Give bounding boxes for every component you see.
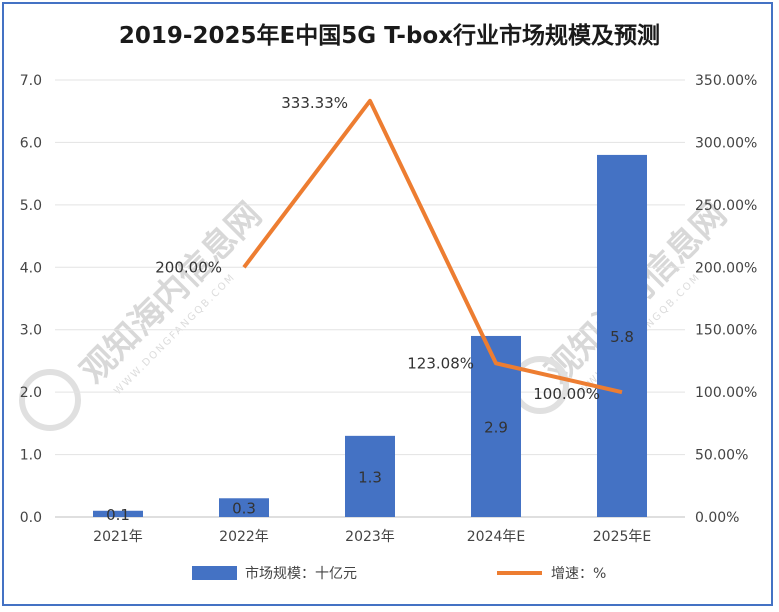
y-right-tick-label: 0.00% [695,510,739,526]
bar-data-label: 0.3 [232,500,256,518]
chart-title: 2019-2025年E中国5G T-box行业市场规模及预测 [118,23,661,49]
x-category-label: 2024年E [467,529,525,545]
y-right-tick-label: 50.00% [695,448,748,464]
bar-data-label: 5.8 [610,328,634,346]
growth-line [242,98,623,395]
bar-2021年 [93,510,143,517]
line-data-label: 100.00% [533,385,600,403]
legend-label-line: 增速：% [551,566,606,582]
watermark-text-left: 观知海内信息网 [73,195,270,392]
legend-label-bar: 市场规模：十亿元 [245,565,357,582]
y-right-tick-label: 100.00% [695,385,757,401]
watermark-logo-left [19,369,81,431]
y-right-tick-label: 150.00% [695,323,757,339]
y-left-tick-label: 1.0 [20,448,42,464]
y-left-tick-label: 0.0 [20,510,42,526]
x-category-label: 2022年 [219,529,269,545]
bar-data-label: 2.9 [484,418,508,436]
y-right-tick-label: 200.00% [695,260,757,276]
y-right-tick-label: 250.00% [695,198,757,214]
y-left-tick-label: 2.0 [20,385,42,401]
line-data-label: 200.00% [155,258,222,276]
x-category-label: 2025年E [593,529,651,545]
x-category-label: 2021年 [93,529,143,545]
y-left-tick-label: 4.0 [20,260,42,276]
y-right-tick-label: 300.00% [695,135,757,151]
bar-data-label: 1.3 [358,468,382,486]
bar-data-label: 0.1 [106,506,130,524]
y-right-tick-label: 350.00% [695,73,757,89]
line-data-label: 333.33% [281,94,348,112]
legend-swatch-bar [192,566,237,580]
bar-2023年 [345,435,395,517]
y-left-tick-label: 6.0 [20,135,42,151]
line-data-label: 123.08% [407,354,474,372]
bar-2022年 [219,498,269,517]
y-left-tick-label: 7.0 [20,73,42,89]
y-left-tick-label: 5.0 [20,198,42,214]
y-left-tick-label: 3.0 [20,323,42,339]
x-category-label: 2023年 [345,529,395,545]
bar-2025年E [597,154,647,517]
